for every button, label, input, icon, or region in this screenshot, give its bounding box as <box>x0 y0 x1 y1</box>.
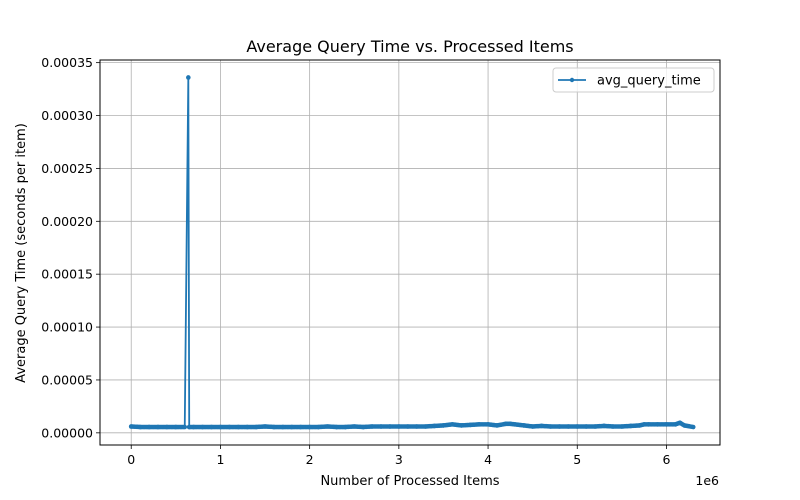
series-point <box>244 424 250 430</box>
series-point <box>476 422 482 427</box>
x-axis-label: Number of Processed Items <box>320 474 499 489</box>
series-point <box>601 423 607 429</box>
series-point <box>307 424 312 430</box>
series-point <box>610 424 616 429</box>
legend-box <box>552 67 715 93</box>
series-point <box>566 424 571 429</box>
series-point <box>690 424 696 430</box>
series-point <box>574 424 580 429</box>
series-point <box>186 424 192 430</box>
series-point <box>369 424 375 429</box>
series-point <box>227 424 232 430</box>
x-tick-label: 3 <box>395 452 403 467</box>
y-tick-label: 0.00005 <box>41 372 93 387</box>
series-point <box>128 424 134 429</box>
series-point <box>191 424 196 430</box>
series-point <box>530 424 535 429</box>
series-point <box>262 424 268 429</box>
series-point <box>334 424 339 430</box>
series-point <box>173 424 179 430</box>
series-layer <box>128 75 696 430</box>
series-point <box>155 424 161 430</box>
y-tick-label: 0.00025 <box>41 161 93 176</box>
series-point <box>641 422 647 427</box>
series-point <box>280 424 286 430</box>
y-tick-label: 0.00015 <box>41 267 93 282</box>
legend-swatch-marker <box>569 77 575 83</box>
series-point <box>677 420 683 426</box>
series-point <box>619 424 625 429</box>
series-line <box>131 76 694 428</box>
series-point <box>508 421 513 427</box>
x-tick-label: 1 <box>216 452 224 467</box>
series-point <box>521 423 527 428</box>
series-point <box>646 422 651 427</box>
series-point <box>423 424 428 429</box>
series-point <box>164 424 170 430</box>
series-point <box>218 424 223 430</box>
series-point <box>664 422 669 427</box>
series-point <box>378 424 384 429</box>
series-point <box>289 424 295 430</box>
series-point <box>316 424 321 430</box>
series-point <box>200 424 205 430</box>
chart-title: Average Query Time vs. Processed Items <box>246 37 573 56</box>
series-point <box>583 424 589 429</box>
y-tick-label: 0.00000 <box>41 425 93 440</box>
series-point <box>146 424 152 430</box>
series-point <box>414 424 419 429</box>
series-point <box>503 421 509 427</box>
series-point <box>405 424 411 429</box>
grid <box>100 60 720 445</box>
ticks: 0 1 2 3 4 5 6 0.00000 0.00005 0.00010 0.00015 0.000… <box>41 55 670 467</box>
series-point <box>557 424 562 429</box>
series-point <box>253 424 259 430</box>
series-point <box>387 424 393 429</box>
series-point <box>235 424 241 430</box>
series-point <box>432 423 437 429</box>
series-point <box>396 424 402 429</box>
x-axis-offset-label: 1e6 <box>695 473 719 488</box>
series-point <box>628 423 634 429</box>
series-markers <box>128 75 696 430</box>
series-point <box>467 422 473 428</box>
series-point <box>512 422 518 427</box>
series-point <box>271 424 277 430</box>
series-point <box>298 424 304 430</box>
x-tick-label: 5 <box>573 452 581 467</box>
series-point <box>186 75 191 80</box>
plot-frame <box>99 59 721 446</box>
series-point <box>441 423 446 428</box>
series-point <box>325 424 330 429</box>
series-point <box>548 424 553 429</box>
series-point <box>209 424 214 430</box>
y-tick-label: 0.00035 <box>41 55 93 70</box>
series-point <box>637 423 643 428</box>
x-tick-label: 0 <box>127 452 135 467</box>
series-point <box>673 422 678 427</box>
series-point <box>182 424 188 430</box>
legend-label: avg_query_time <box>597 74 701 89</box>
series-point <box>655 422 660 427</box>
series-point <box>494 423 500 428</box>
series-point <box>351 424 357 429</box>
series-point <box>450 422 455 427</box>
series-point <box>343 424 348 430</box>
x-tick-label: 2 <box>306 452 314 467</box>
series-point <box>360 424 366 430</box>
series-point <box>539 423 544 429</box>
y-tick-label: 0.00030 <box>41 108 93 123</box>
y-axis-label: Average Query Time (seconds per item) <box>14 123 29 383</box>
legend: avg_query_time <box>552 67 715 93</box>
series-point <box>137 424 143 430</box>
series-point <box>458 423 464 428</box>
series-point <box>682 423 687 428</box>
series-point <box>485 422 491 427</box>
y-tick-label: 0.00020 <box>41 214 93 229</box>
y-tick-label: 0.00010 <box>41 320 93 335</box>
x-tick-label: 4 <box>484 452 492 467</box>
series-point <box>592 424 598 429</box>
x-tick-label: 6 <box>662 452 670 467</box>
